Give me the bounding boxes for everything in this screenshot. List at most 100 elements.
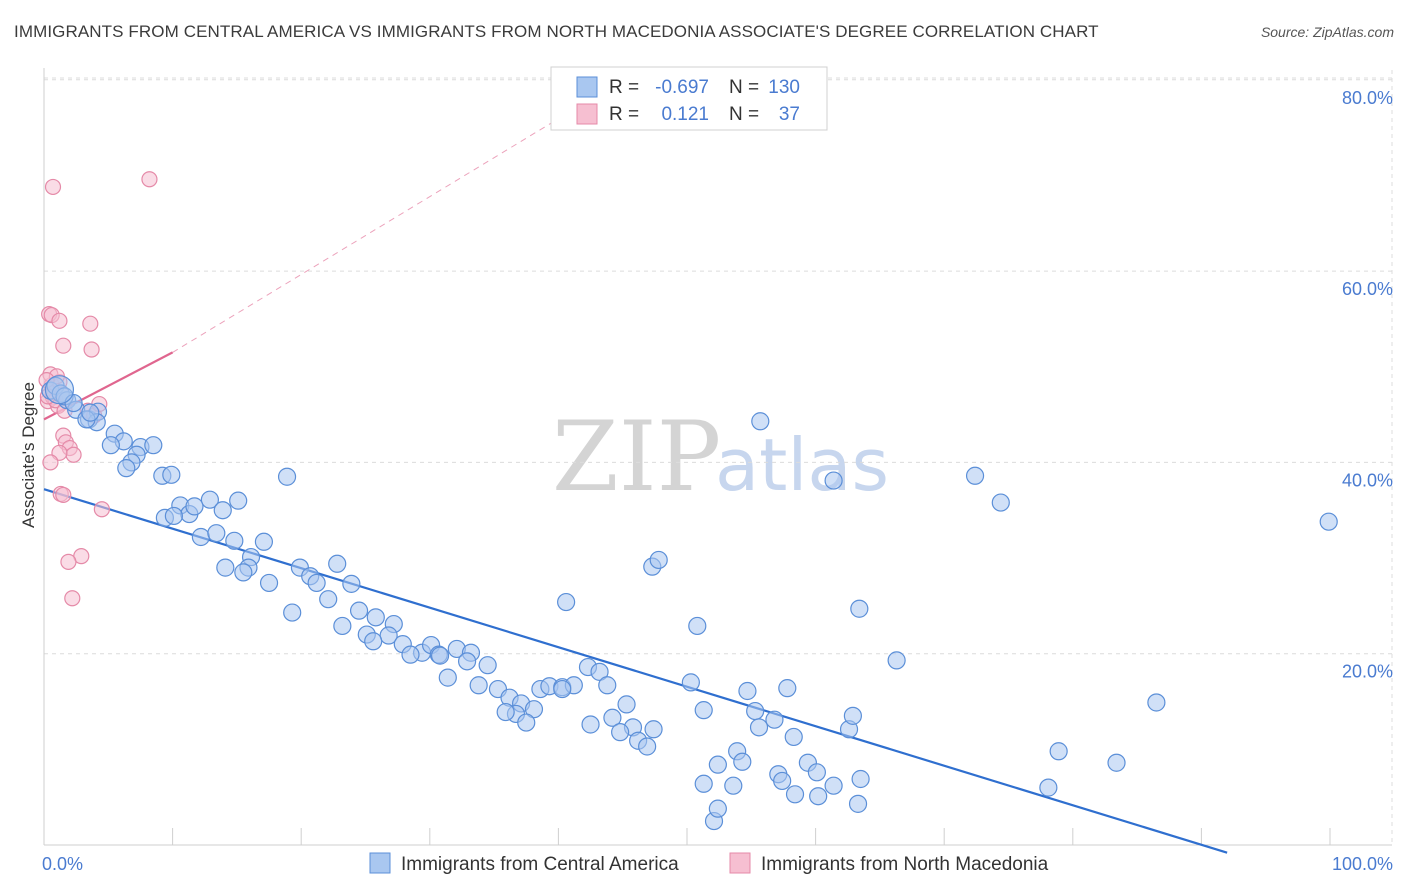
y-axis-label: Associate's Degree <box>19 382 38 528</box>
north-macedonia-point <box>65 446 82 463</box>
north-macedonia-point <box>51 312 68 329</box>
central-america-point <box>824 471 843 490</box>
central-america-point <box>457 652 477 671</box>
central-america-point <box>162 465 181 484</box>
central-america-point <box>733 752 752 771</box>
central-america-point <box>478 656 497 675</box>
central-america-point <box>708 799 727 818</box>
central-america-point <box>333 616 352 636</box>
north-macedonia-point <box>64 590 81 607</box>
legend-n-value-1: 130 <box>768 77 800 98</box>
central-america-point <box>1039 778 1058 797</box>
central-america-point <box>349 601 369 620</box>
central-america-point <box>773 771 792 791</box>
watermark: ZIP atlas <box>552 401 889 513</box>
bottom-legend-label-north-macedonia: Immigrants from North Macedonia <box>761 854 1049 875</box>
north-macedonia-point <box>93 501 110 518</box>
legend-r-label-1: R = <box>609 77 639 98</box>
central-america-point <box>328 554 347 573</box>
central-america-point <box>164 506 183 526</box>
north-macedonia-point <box>141 171 158 188</box>
central-america-point <box>617 695 636 714</box>
central-america-point <box>191 527 210 547</box>
central-america-point <box>738 681 757 701</box>
central-america-point <box>553 679 572 699</box>
legend-swatch-north-macedonia <box>576 103 598 125</box>
central-america-point <box>225 531 244 550</box>
central-america-point <box>185 497 204 516</box>
north-macedonia-point <box>44 178 62 196</box>
central-america-point <box>765 710 784 729</box>
central-america-point <box>807 763 826 782</box>
central-america-point <box>778 679 797 698</box>
correlation-legend: R = -0.697 N = 130 R = 0.121 N = 37 <box>550 66 828 131</box>
central-america-point <box>611 723 630 742</box>
central-america-point <box>688 616 707 636</box>
central-america-point <box>319 590 338 609</box>
central-america-point <box>101 436 120 455</box>
x-tick-label-min: 0.0% <box>42 854 83 874</box>
central-america-point <box>724 776 743 795</box>
central-america-point <box>117 459 136 478</box>
central-america-point <box>824 776 843 795</box>
central-america-point <box>342 574 361 593</box>
central-america-point <box>557 592 576 612</box>
central-america-point <box>366 608 385 627</box>
y-tick-label-80: 80.0% <box>1342 88 1393 108</box>
legend-r-value-1: -0.697 <box>655 77 709 98</box>
central-america-point <box>469 676 488 695</box>
central-america-point <box>207 524 226 543</box>
central-america-point <box>746 701 765 721</box>
central-america-point <box>581 715 600 734</box>
north-macedonia-point <box>42 454 59 471</box>
y-tick-label-40: 40.0% <box>1342 470 1393 490</box>
legend-r-value-2: 0.121 <box>661 104 709 125</box>
central-america-point <box>517 713 536 732</box>
y-tick-label-60: 60.0% <box>1342 279 1393 299</box>
central-america-point <box>649 550 668 570</box>
central-america-point <box>749 718 769 737</box>
watermark-atlas: atlas <box>715 423 889 507</box>
central-america-point <box>681 673 700 692</box>
legend-n-value-2: 37 <box>779 104 800 125</box>
central-america-point <box>213 501 232 520</box>
central-america-point <box>259 573 279 593</box>
central-america-point <box>965 466 985 485</box>
central-america-point <box>991 493 1010 512</box>
central-america-point <box>144 436 163 455</box>
bottom-legend-swatch-north-macedonia <box>729 852 751 874</box>
central-america-point <box>496 702 515 722</box>
series-legend: Immigrants from Central America Immigran… <box>369 852 1049 875</box>
central-america-point <box>364 632 383 651</box>
tick-labels: 20.0% 40.0% 60.0% 80.0% 0.0% 100.0% <box>42 88 1393 874</box>
central-america-point <box>216 558 235 577</box>
central-america-point <box>234 563 253 582</box>
central-america-point <box>751 412 770 431</box>
legend-r-label-2: R = <box>609 104 639 125</box>
central-america-point <box>229 491 248 510</box>
central-america-point <box>850 599 869 618</box>
central-america-point <box>694 774 713 793</box>
central-america-point <box>44 375 75 405</box>
central-america-point <box>694 701 713 720</box>
central-america-point <box>784 727 803 747</box>
central-america-point <box>1049 742 1068 761</box>
legend-n-label-1: N = <box>729 77 759 98</box>
central-america-point <box>843 706 862 725</box>
central-america-point <box>848 794 868 813</box>
central-america-point <box>644 720 663 739</box>
chart-title: IMMIGRANTS FROM CENTRAL AMERICA VS IMMIG… <box>14 22 1099 41</box>
north-macedonia-point <box>55 486 72 504</box>
central-america-point <box>809 787 828 806</box>
central-america-point <box>708 755 727 774</box>
central-america-point <box>887 651 906 670</box>
bottom-legend-label-central-america: Immigrants from Central America <box>401 854 679 875</box>
central-america-point <box>603 708 622 727</box>
central-america-point <box>1319 512 1338 531</box>
central-america-point <box>277 467 297 486</box>
central-america-trend-line <box>43 488 1228 854</box>
watermark-zip: ZIP <box>552 401 721 513</box>
central-america-point <box>254 532 274 551</box>
central-america-points <box>41 375 1338 831</box>
